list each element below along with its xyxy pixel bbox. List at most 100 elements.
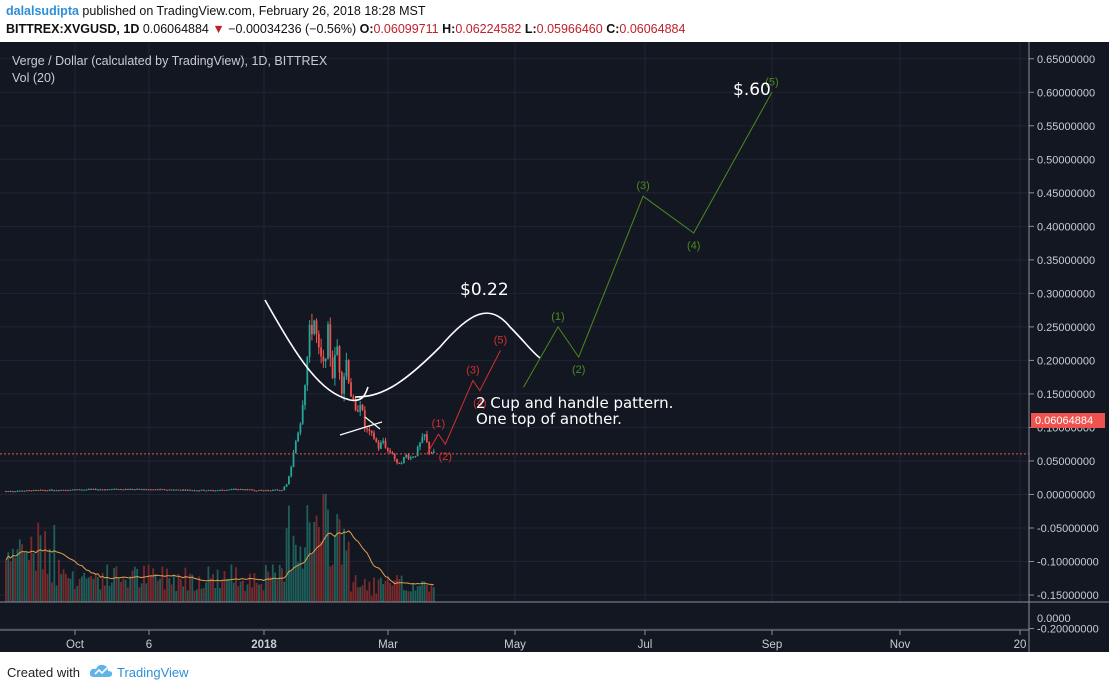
- candle-body: [354, 399, 357, 411]
- price-change: −0.00034236 (−0.56%): [228, 22, 357, 36]
- candle-body: [163, 489, 166, 491]
- low-label: L:: [524, 22, 537, 36]
- volume-bar: [403, 590, 405, 602]
- volume-bar: [260, 584, 263, 602]
- volume-bar: [37, 522, 40, 602]
- volume-bar: [41, 569, 44, 602]
- candle-body: [37, 490, 40, 492]
- candle-body: [350, 382, 352, 397]
- candle-body: [313, 320, 316, 335]
- volume-bar: [60, 574, 63, 602]
- candle-body: [150, 489, 152, 491]
- candle-body: [90, 489, 92, 491]
- volume-bar: [324, 493, 327, 602]
- volume-bar: [299, 546, 302, 602]
- volume-bar: [430, 585, 433, 602]
- volume-bar: [212, 574, 214, 602]
- x-tick-label: Oct: [66, 639, 85, 651]
- volume-bar: [327, 509, 329, 602]
- candle-body: [120, 489, 122, 491]
- volume-bar: [308, 522, 311, 602]
- candle-body: [290, 466, 293, 477]
- candle-body: [331, 357, 334, 378]
- volume-bar: [317, 527, 320, 602]
- candle-body: [357, 410, 359, 412]
- volume-bar: [87, 577, 90, 602]
- candle-body: [44, 490, 46, 492]
- volume-bar: [23, 552, 26, 602]
- volume-bar: [7, 552, 10, 602]
- candle-body: [39, 489, 42, 491]
- candle-body: [225, 489, 228, 491]
- volume-bar: [76, 585, 79, 602]
- volume-bar: [382, 584, 385, 602]
- volume-bar: [48, 549, 51, 602]
- volume-bar: [412, 582, 414, 602]
- volume-bar: [136, 568, 138, 602]
- volume-bar: [35, 570, 37, 602]
- green-wave-path: [523, 92, 773, 388]
- candle-body: [168, 489, 171, 491]
- volume-bar: [78, 578, 81, 602]
- volume-bar: [127, 587, 129, 602]
- volume-bar: [331, 564, 334, 602]
- candle-body: [248, 489, 251, 491]
- candle-body: [200, 489, 203, 491]
- candle-body: [177, 489, 180, 491]
- y-tick-label: 0.30000000: [1037, 288, 1095, 300]
- tradingview-cloud-icon[interactable]: [89, 663, 113, 679]
- volume-bar: [9, 561, 12, 602]
- volume-bar: [428, 591, 431, 602]
- candle-body: [60, 489, 63, 491]
- candle-body: [292, 452, 295, 467]
- candle-body: [154, 489, 157, 491]
- candles: [5, 313, 435, 493]
- volume-bar: [120, 581, 122, 602]
- volume-bar: [389, 582, 391, 602]
- green-wave-label: (3): [636, 180, 649, 192]
- red-wave-label: (3): [466, 365, 479, 377]
- price-chart[interactable]: (1) (2) (3) (4) (5) (1) (2) (3) (4) (5) 0.6500000…: [0, 42, 1109, 652]
- volume-bar: [44, 531, 46, 602]
- candle-body: [182, 489, 184, 491]
- chart-area[interactable]: (1) (2) (3) (4) (5) (1) (2) (3) (4) (5) 0.6500000…: [0, 42, 1109, 652]
- volume-bar: [414, 590, 417, 602]
- volume-bar: [237, 586, 240, 602]
- volume-bar: [265, 564, 267, 602]
- author-link[interactable]: dalalsudipta: [6, 4, 79, 18]
- candle-body: [99, 489, 102, 491]
- volume-bar: [225, 578, 228, 602]
- volume-bar: [363, 578, 366, 602]
- volume-bar: [393, 580, 396, 602]
- volume-bar: [391, 585, 394, 602]
- down-arrow-icon: ▼: [212, 22, 225, 36]
- candle-body: [161, 489, 164, 491]
- candle-body: [94, 488, 97, 490]
- tradingview-brand[interactable]: TradingView: [117, 665, 189, 680]
- volume-bar: [375, 593, 378, 602]
- candle-body: [51, 489, 53, 491]
- red-wave-path: [426, 350, 501, 455]
- volume-bar: [177, 573, 180, 602]
- candle-body: [244, 489, 247, 491]
- volume-bar: [92, 578, 95, 602]
- volume-bar: [163, 589, 166, 602]
- y-tick-label: -0.05000000: [1037, 523, 1099, 535]
- candle-body: [432, 451, 435, 454]
- annotation-line-2: One top of another.: [476, 410, 622, 428]
- red-wave-label: (2): [439, 451, 452, 463]
- volume-bar: [361, 585, 364, 602]
- volume-bar: [94, 573, 97, 602]
- candle-body: [306, 356, 309, 386]
- candle-body: [69, 489, 72, 491]
- red-wave-label: (4): [473, 398, 486, 410]
- candle-body: [384, 440, 387, 448]
- annotation-line-1: 2 Cup and handle pattern.: [476, 394, 673, 412]
- candle-body: [232, 488, 235, 490]
- candle-body: [184, 489, 187, 491]
- candle-body: [223, 489, 226, 491]
- candle-body: [138, 488, 141, 490]
- volume-bar: [14, 557, 17, 602]
- candle-body: [285, 484, 288, 487]
- handle-lines: [339, 416, 383, 436]
